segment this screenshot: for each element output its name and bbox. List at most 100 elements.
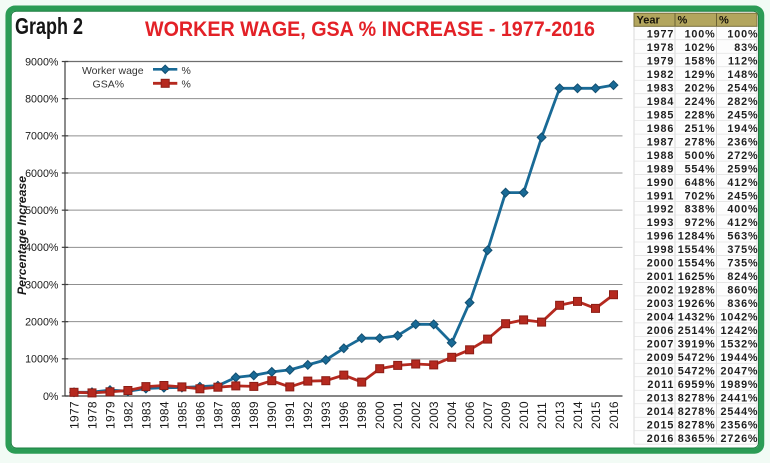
svg-text:735%: 735% bbox=[727, 258, 758, 270]
svg-text:500%: 500% bbox=[685, 150, 716, 162]
svg-text:2014: 2014 bbox=[571, 401, 585, 429]
svg-text:2000%: 2000% bbox=[25, 317, 59, 329]
svg-text:702%: 702% bbox=[685, 190, 716, 202]
svg-text:83%: 83% bbox=[734, 42, 758, 54]
svg-text:2009: 2009 bbox=[499, 401, 513, 429]
svg-text:102%: 102% bbox=[685, 42, 716, 54]
svg-text:2006: 2006 bbox=[647, 325, 674, 337]
svg-text:1993: 1993 bbox=[319, 401, 333, 429]
svg-text:2014: 2014 bbox=[647, 406, 674, 418]
svg-text:228%: 228% bbox=[685, 109, 716, 121]
svg-text:2047%: 2047% bbox=[721, 366, 759, 378]
svg-text:282%: 282% bbox=[727, 96, 758, 108]
svg-text:1979: 1979 bbox=[103, 401, 117, 429]
svg-text:%: % bbox=[678, 15, 688, 27]
svg-text:2003: 2003 bbox=[427, 401, 441, 429]
svg-text:1989%: 1989% bbox=[721, 379, 759, 391]
svg-text:5472%: 5472% bbox=[678, 352, 716, 364]
svg-text:1983: 1983 bbox=[139, 401, 153, 429]
svg-text:2007: 2007 bbox=[647, 339, 674, 351]
svg-text:1284%: 1284% bbox=[678, 231, 716, 243]
svg-text:2001: 2001 bbox=[391, 401, 405, 429]
svg-text:Worker wage: Worker wage bbox=[82, 65, 144, 77]
svg-text:2009: 2009 bbox=[647, 352, 674, 364]
svg-text:224%: 224% bbox=[685, 96, 716, 108]
svg-text:1998: 1998 bbox=[647, 244, 674, 256]
svg-text:8000%: 8000% bbox=[25, 94, 59, 106]
svg-text:1984: 1984 bbox=[157, 401, 171, 429]
svg-text:112%: 112% bbox=[728, 55, 758, 67]
svg-text:148%: 148% bbox=[727, 69, 758, 81]
svg-text:412%: 412% bbox=[727, 177, 758, 189]
svg-text:838%: 838% bbox=[685, 204, 716, 216]
svg-text:1977: 1977 bbox=[67, 401, 81, 429]
svg-text:%: % bbox=[182, 78, 191, 90]
svg-text:1978: 1978 bbox=[647, 42, 674, 54]
svg-text:1989: 1989 bbox=[247, 401, 261, 429]
svg-text:1987: 1987 bbox=[647, 136, 674, 148]
svg-text:3000%: 3000% bbox=[25, 279, 59, 291]
svg-text:3919%: 3919% bbox=[678, 339, 716, 351]
svg-text:Percentage Increase: Percentage Increase bbox=[17, 175, 29, 295]
svg-text:2010: 2010 bbox=[647, 366, 674, 378]
svg-text:100%: 100% bbox=[727, 29, 758, 41]
svg-text:7000%: 7000% bbox=[25, 131, 59, 143]
svg-text:1990: 1990 bbox=[265, 401, 279, 429]
svg-text:2013: 2013 bbox=[553, 401, 567, 429]
svg-text:1990: 1990 bbox=[647, 177, 674, 189]
svg-text:GSA%: GSA% bbox=[93, 78, 125, 90]
svg-text:2015: 2015 bbox=[589, 401, 603, 429]
svg-text:2004: 2004 bbox=[445, 401, 459, 429]
svg-text:158%: 158% bbox=[685, 55, 716, 67]
svg-text:1996: 1996 bbox=[647, 231, 674, 243]
svg-text:1988: 1988 bbox=[647, 150, 674, 162]
svg-text:972%: 972% bbox=[685, 217, 716, 229]
svg-text:1992: 1992 bbox=[301, 401, 315, 429]
svg-text:WORKER WAGE, GSA % INCREASE -: WORKER WAGE, GSA % INCREASE - 1977-2016 bbox=[145, 18, 595, 41]
svg-text:202%: 202% bbox=[685, 82, 716, 94]
svg-text:1926%: 1926% bbox=[678, 298, 716, 310]
svg-text:0%: 0% bbox=[43, 391, 59, 403]
svg-text:375%: 375% bbox=[727, 244, 758, 256]
svg-text:8365%: 8365% bbox=[678, 433, 716, 445]
svg-text:2015: 2015 bbox=[647, 419, 674, 431]
svg-text:1993: 1993 bbox=[647, 217, 674, 229]
svg-text:129%: 129% bbox=[685, 69, 716, 81]
svg-text:5472%: 5472% bbox=[678, 366, 716, 378]
svg-text:1982: 1982 bbox=[647, 69, 674, 81]
svg-text:2011: 2011 bbox=[647, 379, 674, 391]
svg-text:1991: 1991 bbox=[647, 190, 674, 202]
svg-text:2003: 2003 bbox=[647, 298, 674, 310]
svg-text:2006: 2006 bbox=[463, 401, 477, 429]
svg-text:2016: 2016 bbox=[607, 401, 621, 429]
svg-text:1991: 1991 bbox=[283, 401, 297, 429]
svg-text:4000%: 4000% bbox=[25, 242, 59, 254]
svg-text:1532%: 1532% bbox=[721, 339, 759, 351]
svg-text:1986: 1986 bbox=[647, 123, 674, 135]
svg-text:860%: 860% bbox=[727, 285, 758, 297]
svg-text:412%: 412% bbox=[727, 217, 758, 229]
svg-text:8278%: 8278% bbox=[678, 392, 716, 404]
svg-text:1984: 1984 bbox=[647, 96, 674, 108]
svg-text:1977: 1977 bbox=[647, 29, 674, 41]
svg-text:2000: 2000 bbox=[373, 401, 387, 429]
svg-text:1985: 1985 bbox=[647, 109, 674, 121]
svg-text:1042%: 1042% bbox=[721, 312, 759, 324]
svg-text:2514%: 2514% bbox=[678, 325, 716, 337]
svg-text:1987: 1987 bbox=[211, 401, 225, 429]
svg-text:2007: 2007 bbox=[481, 401, 495, 429]
svg-text:1978: 1978 bbox=[85, 401, 99, 429]
svg-text:8278%: 8278% bbox=[678, 406, 716, 418]
svg-text:100%: 100% bbox=[685, 29, 716, 41]
svg-text:2016: 2016 bbox=[647, 433, 674, 445]
svg-text:272%: 272% bbox=[727, 150, 758, 162]
svg-text:Graph 2: Graph 2 bbox=[15, 13, 83, 39]
svg-text:1986: 1986 bbox=[193, 401, 207, 429]
svg-text:1432%: 1432% bbox=[678, 312, 716, 324]
svg-text:245%: 245% bbox=[727, 190, 758, 202]
svg-text:2010: 2010 bbox=[517, 401, 531, 429]
svg-text:1928%: 1928% bbox=[678, 285, 716, 297]
svg-text:1000%: 1000% bbox=[25, 354, 59, 366]
svg-text:259%: 259% bbox=[727, 163, 758, 175]
svg-text:2356%: 2356% bbox=[721, 419, 759, 431]
